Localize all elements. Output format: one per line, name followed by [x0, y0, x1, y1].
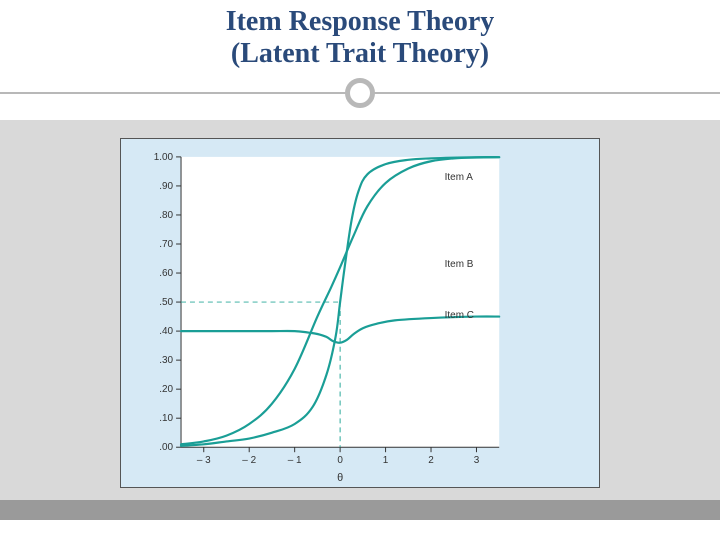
- svg-text:.60: .60: [159, 268, 173, 279]
- svg-text:θ: θ: [337, 472, 343, 484]
- title-line-2: (Latent Trait Theory): [0, 38, 720, 70]
- svg-text:– 3: – 3: [197, 455, 211, 466]
- svg-text:0: 0: [337, 455, 343, 466]
- slide: Item Response Theory (Latent Trait Theor…: [0, 0, 720, 540]
- svg-text:.90: .90: [159, 181, 173, 192]
- svg-text:.40: .40: [159, 326, 173, 337]
- svg-text:.30: .30: [159, 355, 173, 366]
- svg-text:1: 1: [383, 455, 389, 466]
- title-area: Item Response Theory (Latent Trait Theor…: [0, 0, 720, 70]
- irt-chart: .00 .10 .20 .30 .40 .50 .60 .70 .80 .90 1.00 – 3 – 2…: [120, 138, 600, 488]
- svg-text:Item B: Item B: [445, 259, 474, 270]
- divider-circle-icon: [345, 78, 375, 108]
- svg-text:1.00: 1.00: [154, 152, 174, 163]
- svg-text:Item C: Item C: [445, 310, 474, 321]
- title-line-1: Item Response Theory: [0, 6, 720, 38]
- footer-bar: [0, 500, 720, 520]
- title-divider: [0, 74, 720, 114]
- svg-text:.20: .20: [159, 384, 173, 395]
- svg-text:2: 2: [428, 455, 434, 466]
- svg-text:– 2: – 2: [242, 455, 256, 466]
- svg-text:.80: .80: [159, 210, 173, 221]
- svg-text:.00: .00: [159, 442, 173, 453]
- svg-text:.70: .70: [159, 239, 173, 250]
- svg-text:– 1: – 1: [288, 455, 302, 466]
- svg-text:3: 3: [474, 455, 480, 466]
- svg-text:Item A: Item A: [445, 172, 474, 183]
- svg-text:.10: .10: [159, 413, 173, 424]
- chart-svg: .00 .10 .20 .30 .40 .50 .60 .70 .80 .90 1.00 – 3 – 2…: [121, 139, 599, 487]
- svg-text:.50: .50: [159, 297, 173, 308]
